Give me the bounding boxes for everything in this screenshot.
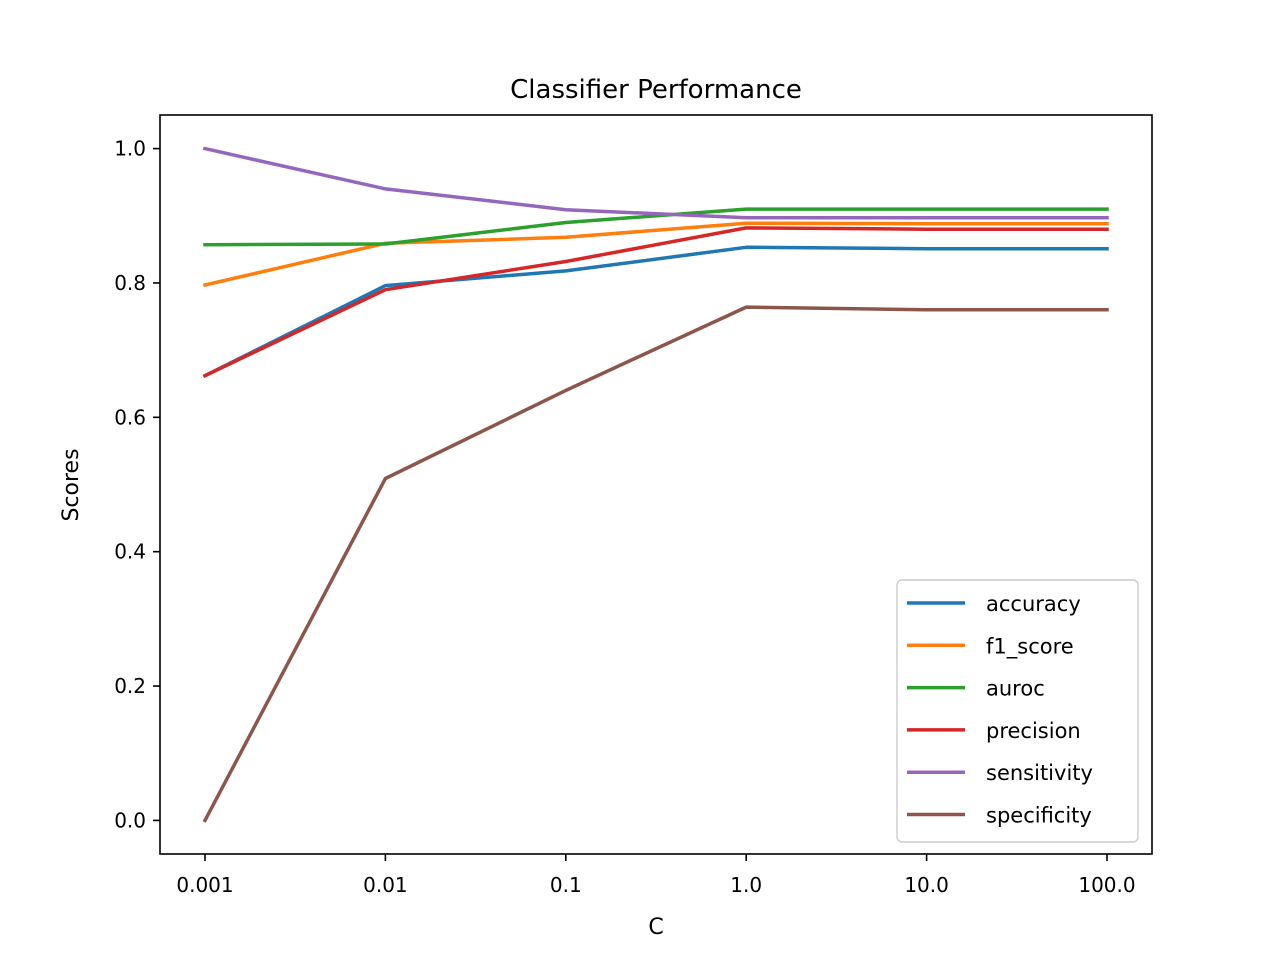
- x-tick-label: 100.0: [1078, 873, 1135, 897]
- x-tick-label: 0.1: [550, 873, 582, 897]
- legend-label-sensitivity: sensitivity: [986, 761, 1093, 785]
- y-tick-label: 0.6: [114, 405, 146, 429]
- axes-frame: [159, 114, 1153, 855]
- legend-label-precision: precision: [986, 719, 1081, 743]
- x-tick-label: 10.0: [904, 873, 949, 897]
- series-line-specificity: [202, 305, 1109, 823]
- series-line-f1_score: [202, 221, 1109, 288]
- legend-label-accuracy: accuracy: [986, 592, 1081, 616]
- legend-label-auroc: auroc: [986, 677, 1045, 701]
- y-tick-label: 0.0: [114, 808, 146, 832]
- series-line-sensitivity: [202, 146, 1109, 220]
- legend-label-f1_score: f1_score: [986, 634, 1074, 659]
- y-axis-title: Scores: [59, 448, 84, 521]
- y-tick-label: 0.4: [114, 540, 146, 564]
- series-line-auroc: [203, 207, 1109, 247]
- series-line-precision: [202, 226, 1109, 379]
- chart-title: Classifier Performance: [510, 75, 802, 105]
- y-tick-label: 0.8: [114, 271, 146, 295]
- x-tick-label: 1.0: [730, 873, 762, 897]
- series-line-accuracy: [202, 245, 1109, 379]
- legend-label-specificity: specificity: [986, 804, 1092, 828]
- x-tick-label: 0.001: [176, 873, 233, 897]
- y-tick-label: 1.0: [114, 137, 146, 161]
- y-tick-label: 0.2: [114, 674, 146, 698]
- x-axis-title: C: [648, 915, 663, 940]
- x-tick-label: 0.01: [363, 873, 408, 897]
- plot-area: 0.001 0.01 0.1 1.0 10.0 100.0 0.0 0.2 0.4 0.6 0.8 1…: [114, 114, 1153, 897]
